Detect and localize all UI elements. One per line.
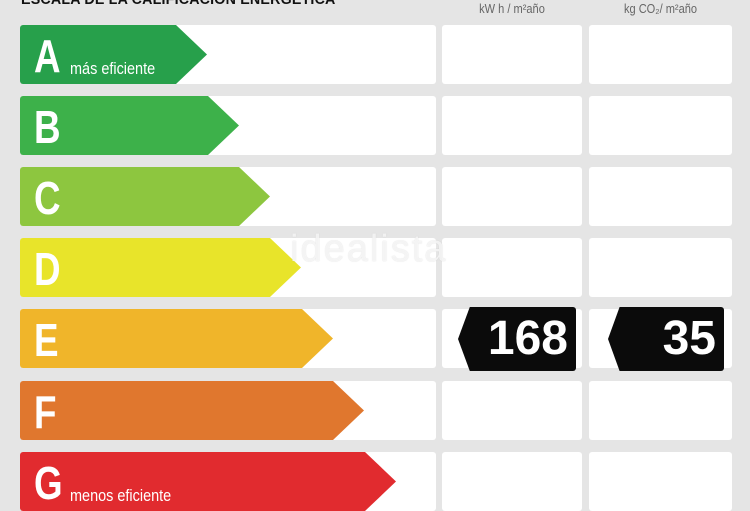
consumption-cell [442,381,582,440]
rating-arrow: G menos eficiente [20,452,396,511]
rating-letter: F [34,386,57,438]
consumption-header: kW h / m²año [479,1,545,16]
rating-arrow: D [20,238,301,297]
rating-label: más eficiente [70,59,156,78]
rating-arrow: F [20,381,364,440]
consumption-cell [442,167,582,226]
rating-label: menos eficiente [70,486,172,505]
emissions-cell [589,381,732,440]
rating-letter: A [34,30,61,82]
emissions-header: kg CO₂/ m²año [623,1,698,16]
consumption-cell [442,238,582,297]
rating-letter: E [34,314,59,366]
rating-letter: B [34,101,61,153]
emissions-value-badge: 35 [608,307,724,371]
consumption-cell [442,452,582,511]
rating-letter: D [34,243,61,295]
rating-letter: C [34,172,61,224]
rating-row-g: G menos eficiente [0,452,750,511]
rating-arrow: A más eficiente [20,25,207,84]
rating-row-f: F [0,381,750,440]
consumption-cell [442,25,582,84]
rating-row-b: B [0,96,750,155]
emissions-cell [589,25,732,84]
rating-row-a: A más eficiente [0,25,750,84]
emissions-cell [589,96,732,155]
rating-row-c: C [0,167,750,226]
rating-letter: G [34,457,63,509]
rating-arrow: B [20,96,239,155]
page-title: ESCALA DE LA CALIFICACIÓN ENERGÉTICA [21,0,336,8]
emissions-cell [589,238,732,297]
rating-arrow: E [20,309,333,368]
rating-row-e: E 168 35 [0,307,750,371]
rating-arrow: C [20,167,270,226]
consumption-value-badge: 168 [458,307,576,371]
rating-row-d: D [0,238,750,297]
emissions-cell [589,452,732,511]
consumption-cell [442,96,582,155]
emissions-cell [589,167,732,226]
watermark: idealista [290,228,448,270]
